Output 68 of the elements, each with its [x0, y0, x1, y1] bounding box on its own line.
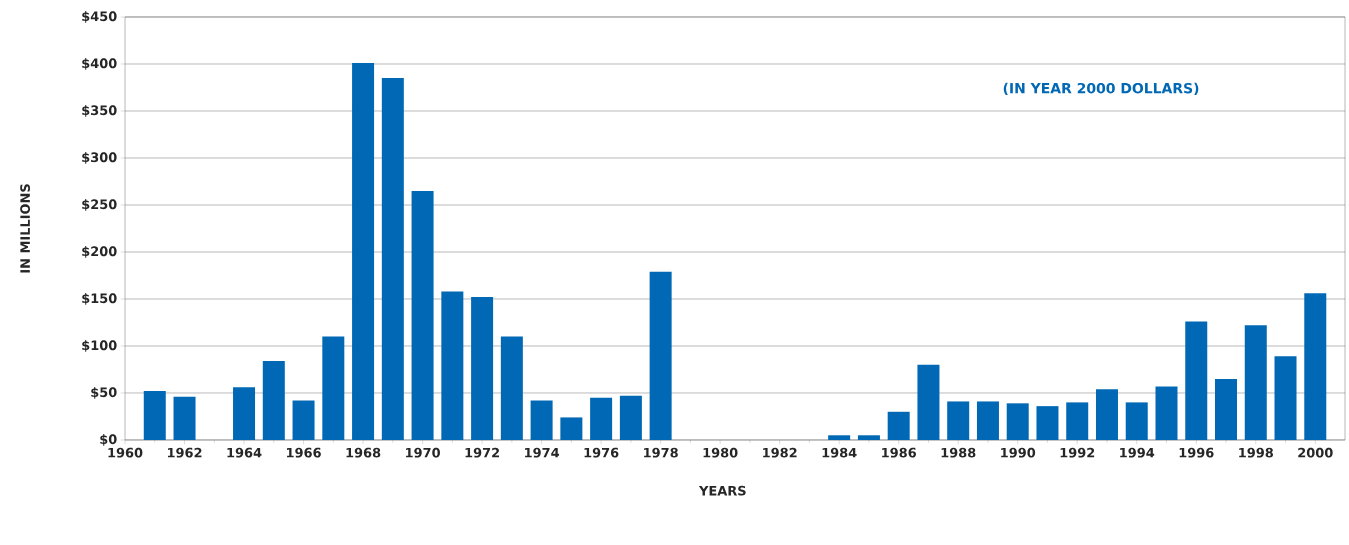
bar	[1274, 356, 1297, 440]
bar	[1244, 325, 1267, 440]
x-tick-label: 1992	[1060, 447, 1095, 458]
y-tick-label: $300	[82, 152, 117, 164]
bar	[887, 411, 910, 440]
bar	[917, 364, 940, 440]
y-tick-label: $0	[100, 434, 117, 446]
y-tick-label: $150	[82, 293, 117, 305]
x-tick-label: 1974	[525, 447, 560, 458]
y-axis-title: IN MILLIONS	[20, 184, 30, 273]
bar	[1095, 389, 1118, 440]
x-tick-label: 1964	[227, 447, 262, 458]
x-tick-label: 1988	[941, 447, 976, 458]
bar	[828, 435, 851, 440]
bar	[292, 400, 315, 440]
bar	[233, 387, 256, 440]
bar	[381, 78, 404, 440]
bar	[530, 400, 553, 440]
bar	[1185, 321, 1208, 440]
bar	[143, 391, 166, 440]
bar	[173, 396, 196, 440]
bar	[1155, 386, 1178, 440]
x-tick-label: 1994	[1120, 447, 1155, 458]
bar	[411, 190, 434, 440]
bar	[590, 397, 613, 440]
x-tick-label: 1982	[763, 447, 797, 458]
x-tick-label: 1976	[584, 447, 619, 458]
y-tick-label: $400	[82, 58, 117, 70]
x-tick-label: 1960	[108, 447, 143, 458]
x-tick-label: 1990	[1001, 447, 1036, 458]
annotation: (IN YEAR 2000 DOLLARS)	[1003, 82, 1199, 96]
bar	[947, 401, 970, 440]
bar	[1036, 406, 1059, 440]
x-tick-label: 1986	[882, 447, 917, 458]
bar	[560, 417, 583, 440]
bar	[441, 291, 464, 440]
y-tick-label: $100	[82, 340, 117, 352]
bar	[857, 435, 880, 440]
y-tick-label: $50	[91, 387, 117, 399]
x-tick-label: 1980	[703, 447, 738, 458]
y-tick-label: $450	[82, 11, 117, 23]
x-tick-label: 1966	[287, 447, 321, 458]
bar	[976, 401, 999, 440]
y-tick-label: $350	[82, 105, 117, 117]
x-tick-label: 2000	[1298, 447, 1333, 458]
x-tick-label: 1962	[167, 447, 202, 458]
y-tick-label: $200	[82, 246, 117, 258]
x-tick-label: 1968	[346, 447, 381, 458]
bar	[322, 336, 345, 440]
x-tick-label: 1998	[1239, 447, 1273, 458]
x-tick-label: 1996	[1179, 447, 1214, 458]
x-tick-label: 1984	[822, 447, 857, 458]
x-axis-title: YEARS	[698, 485, 746, 496]
y-tick-label: $250	[82, 199, 117, 211]
bar	[1125, 402, 1148, 440]
x-tick-label: 1970	[406, 447, 440, 458]
bar	[649, 271, 672, 440]
bar	[1304, 293, 1327, 440]
bar	[500, 336, 523, 440]
bar	[619, 395, 642, 440]
x-tick-label: 1972	[465, 447, 499, 458]
bar	[1006, 403, 1029, 440]
x-tick-label: 1978	[644, 447, 678, 458]
bar	[262, 361, 285, 440]
bar	[352, 63, 375, 440]
bar	[1215, 378, 1237, 440]
bar	[1066, 402, 1089, 440]
bar	[471, 297, 494, 440]
